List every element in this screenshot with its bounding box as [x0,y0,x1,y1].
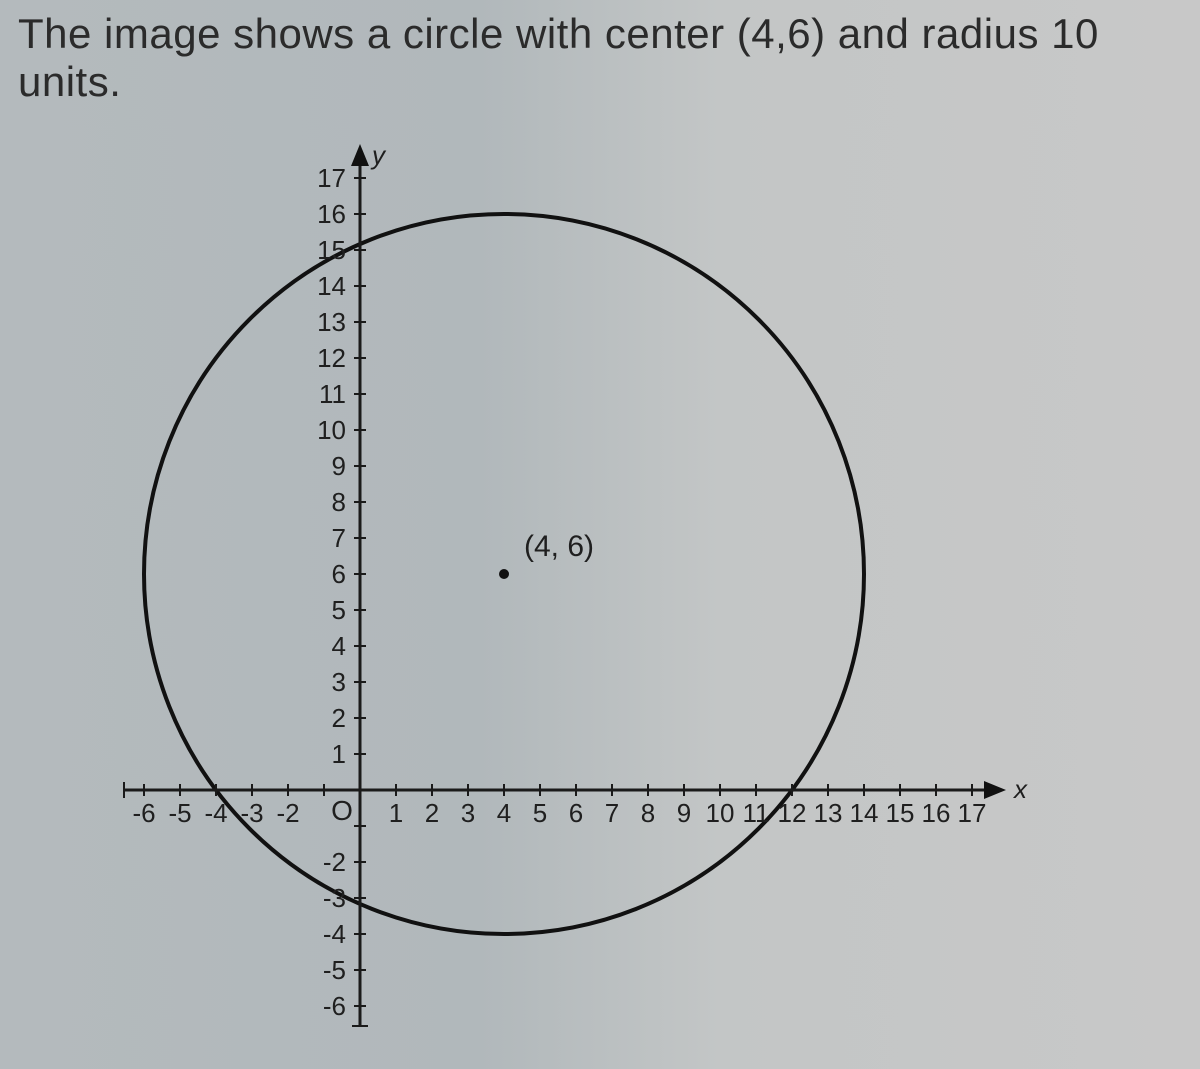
y-tick-label: 16 [317,199,346,229]
y-tick-label: 1 [332,739,346,769]
x-tick-label: -2 [276,798,299,828]
origin-label: O [331,795,353,826]
y-tick-label: 17 [317,163,346,193]
x-tick-label: -6 [132,798,155,828]
y-tick-label: 7 [332,523,346,553]
y-tick-label: 2 [332,703,346,733]
y-tick-label: 9 [332,451,346,481]
y-tick-label: 5 [332,595,346,625]
y-tick-label: -5 [323,955,346,985]
x-tick-label: 12 [778,798,807,828]
x-tick-label: -5 [168,798,191,828]
y-tick-label: 11 [319,379,346,409]
x-tick-label: 7 [605,798,619,828]
x-axis-arrow-icon [984,781,1006,799]
y-tick-label: -2 [323,847,346,877]
y-tick-label: 4 [332,631,346,661]
y-tick-label: 8 [332,487,346,517]
y-tick-label: -3 [323,883,346,913]
circle-center-label: (4, 6) [524,530,594,563]
axes-chart: -6-5-4-3-21234567891011121314151617Ox171… [60,100,1140,1060]
y-axis-label: y [370,140,387,170]
y-axis-arrow-icon [351,144,369,166]
x-tick-label: 11 [743,798,770,828]
plot-area: -6-5-4-3-21234567891011121314151617Ox171… [60,100,1140,1060]
circle-center-point [499,569,509,579]
caption-text: The image shows a circle with center (4,… [18,10,1182,106]
x-tick-label: 14 [850,798,879,828]
y-tick-label: -6 [323,991,346,1021]
x-tick-label: 2 [425,798,439,828]
x-tick-label: 9 [677,798,691,828]
x-tick-label: 8 [641,798,655,828]
x-tick-label: 10 [706,798,735,828]
x-tick-label: 5 [533,798,547,828]
x-tick-label: 4 [497,798,511,828]
x-axis-label: x [1012,774,1028,804]
x-tick-label: 17 [958,798,987,828]
x-tick-label: 6 [569,798,583,828]
x-tick-label: 16 [922,798,951,828]
x-tick-label: 3 [461,798,475,828]
y-tick-label: 12 [317,343,346,373]
y-tick-label: 6 [332,559,346,589]
x-tick-label: -3 [240,798,263,828]
y-tick-label: 15 [317,235,346,265]
page-root: The image shows a circle with center (4,… [0,0,1200,1069]
x-tick-label: 15 [886,798,915,828]
x-tick-label: -4 [204,798,227,828]
y-tick-label: -4 [323,919,346,949]
x-tick-label: 1 [389,798,403,828]
y-tick-label: 13 [317,307,346,337]
y-tick-label: 10 [317,415,346,445]
y-tick-label: 14 [317,271,346,301]
x-tick-label: 13 [814,798,843,828]
y-tick-label: 3 [332,667,346,697]
